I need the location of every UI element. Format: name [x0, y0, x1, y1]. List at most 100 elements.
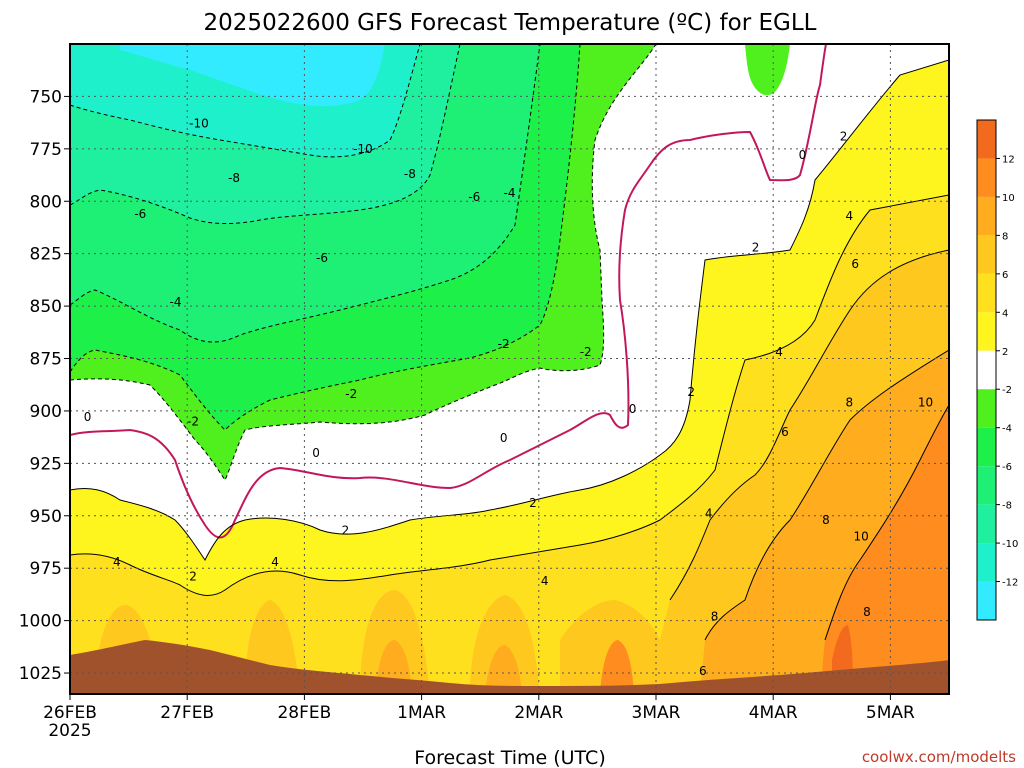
contour-label: -6 — [316, 251, 328, 265]
contour-minus6 — [70, 44, 541, 343]
colorbar-tick-label: 6 — [1002, 270, 1008, 281]
colorbar: -12 -10 -8 -6 -4 -2 2 4 6 8 10 12 — [976, 119, 1018, 621]
contour-minus10 — [70, 44, 421, 158]
terrain — [70, 640, 949, 694]
contour-label: 6 — [851, 257, 859, 271]
x-tick-label: 26FEB — [43, 703, 97, 723]
contour-label: 6 — [781, 425, 789, 439]
contour-label: 2 — [687, 385, 695, 399]
contour-label: 0 — [312, 446, 320, 460]
contour-label: 2 — [529, 496, 537, 510]
contour-minus4 — [70, 44, 581, 431]
x-axis: 26FEB 27FEB 28FEB 1MAR 2MAR 3MAR 4MAR 5MAR 2025 — [43, 694, 915, 741]
colorbar-tick-label: -6 — [1002, 462, 1012, 473]
plot-area: -10 -10 -8 -8 -6 -6 -6 -4 -4 -2 -2 -2 -2 0 0 0 0 0 2 2 2 2 2 2 4… — [70, 44, 949, 694]
grid — [70, 44, 949, 694]
contour-label: -6 — [134, 207, 146, 221]
x-tick-label: 27FEB — [160, 703, 214, 723]
contour-label: 2 — [189, 570, 197, 584]
colorbar-swatch — [977, 312, 996, 351]
x-tick-label: 3MAR — [632, 703, 681, 723]
band-warm-10 — [820, 405, 949, 694]
colorbar-swatch — [977, 581, 996, 620]
contour-label: 0 — [799, 148, 807, 162]
y-tick-label: 1000 — [19, 612, 62, 632]
colorbar-swatch — [977, 120, 996, 159]
contour-label: 8 — [822, 513, 830, 527]
contour-label: 8 — [846, 396, 854, 410]
contour-labels: -10 -10 -8 -8 -6 -6 -6 -4 -4 -2 -2 -2 -2 0 0 0 0 0 2 2 2 2 2 2 4… — [84, 117, 933, 678]
contour-label: -10 — [189, 117, 209, 131]
contour-2 — [70, 59, 949, 561]
plot-frame — [69, 43, 950, 695]
contour-label: 4 — [705, 507, 713, 521]
band-minus4-small — [745, 44, 790, 96]
colorbar-tick-label: 10 — [1002, 193, 1015, 204]
core-warm-6 — [485, 645, 522, 694]
contour-label: 0 — [629, 402, 637, 416]
y-tick-label: 875 — [30, 350, 62, 370]
colorbar-frame — [976, 119, 997, 621]
colorbar-tick-label: 8 — [1002, 231, 1008, 242]
y-tick-label: 975 — [30, 559, 62, 579]
y-tick-label: 800 — [30, 192, 62, 212]
contour-label: 8 — [711, 609, 719, 623]
y-tick-label: 850 — [30, 297, 62, 317]
contour-label: -2 — [345, 387, 357, 401]
contour-label: -6 — [468, 190, 480, 204]
contour-zero — [70, 44, 827, 539]
contour-label: 2 — [342, 523, 350, 537]
colorbar-tick-label: -8 — [1002, 501, 1012, 512]
contour-minus8 — [70, 44, 461, 225]
x-tick-label: 1MAR — [397, 703, 446, 723]
chart-title: 2025022600 GFS Forecast Temperature (ºC)… — [204, 10, 817, 36]
y-tick-label: 1025 — [19, 664, 62, 684]
y-tick-label: 775 — [30, 140, 62, 160]
colorbar-tick-label: 12 — [1002, 154, 1015, 165]
x-tick-label: 2MAR — [514, 703, 563, 723]
colorbar-tick-label: -10 — [1002, 539, 1018, 550]
contour-label: 4 — [541, 574, 549, 588]
contour-label: 0 — [84, 410, 92, 424]
contour-label: 4 — [846, 209, 854, 223]
y-tick-label: 900 — [30, 402, 62, 422]
colorbar-swatch — [977, 389, 996, 428]
colorbar-tick-label: -12 — [1002, 578, 1018, 589]
colorbar-swatch — [977, 196, 996, 236]
colorbar-swatch — [977, 466, 996, 505]
x-tick-label: 4MAR — [749, 703, 798, 723]
colorbar-swatch — [977, 543, 996, 582]
contour-10 — [824, 404, 949, 641]
colorbar-swatch — [977, 350, 996, 390]
contour-label: -10 — [353, 142, 373, 156]
credit-link[interactable]: coolwx.com/modelts — [862, 748, 1016, 766]
contour-label: -4 — [169, 295, 181, 309]
colorbar-swatch — [977, 235, 996, 274]
x-axis-label: Forecast Time (UTC) — [414, 747, 605, 768]
y-tick-label: 750 — [30, 87, 62, 107]
contour-minus2 — [70, 44, 657, 481]
contour-label: 10 — [918, 396, 933, 410]
colorbar-tick-label: 2 — [1002, 347, 1008, 358]
colorbar-tick-label: -4 — [1002, 424, 1012, 435]
y-axis: 750 775 800 825 850 875 900 925 950 975 1000 1025 — [19, 87, 70, 684]
contour-label: 4 — [271, 555, 279, 569]
colorbar-tick-label: 4 — [1002, 308, 1008, 319]
colorbar-tick-label: -2 — [1002, 385, 1012, 396]
contour-label: 10 — [853, 530, 868, 544]
x-tick-year: 2025 — [48, 721, 91, 741]
x-tick-label: 5MAR — [866, 703, 915, 723]
contour-label: 2 — [840, 129, 848, 143]
colorbar-swatch — [977, 273, 996, 313]
contour-label: 4 — [775, 345, 783, 359]
core-warm-7 — [600, 640, 634, 694]
contour-label: 0 — [500, 431, 508, 445]
contour-label: 2 — [752, 240, 760, 254]
y-tick-label: 825 — [30, 245, 62, 265]
contour-label: 4 — [113, 555, 121, 569]
contour-label: -2 — [498, 337, 510, 351]
contour-label: 6 — [699, 664, 707, 678]
contour-label: -8 — [228, 171, 240, 185]
x-tick-label: 28FEB — [277, 703, 331, 723]
